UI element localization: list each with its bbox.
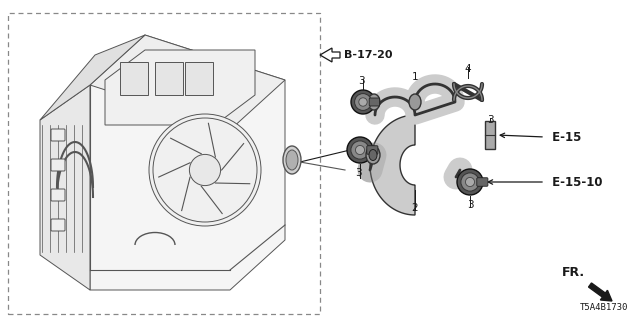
Ellipse shape — [283, 146, 301, 174]
Polygon shape — [40, 85, 90, 290]
Ellipse shape — [369, 149, 377, 161]
Text: 3: 3 — [486, 115, 493, 125]
Polygon shape — [90, 35, 285, 130]
Circle shape — [465, 178, 474, 187]
FancyBboxPatch shape — [485, 121, 495, 149]
Circle shape — [351, 141, 369, 159]
Circle shape — [355, 146, 365, 155]
Text: E-15-10: E-15-10 — [548, 175, 602, 188]
Polygon shape — [320, 48, 340, 62]
FancyBboxPatch shape — [367, 146, 378, 154]
Ellipse shape — [286, 150, 298, 170]
Circle shape — [359, 98, 367, 106]
Polygon shape — [120, 62, 148, 95]
Text: 3: 3 — [355, 168, 362, 178]
FancyBboxPatch shape — [51, 189, 65, 201]
Circle shape — [149, 114, 261, 226]
Circle shape — [351, 90, 375, 114]
Text: 4: 4 — [465, 64, 471, 74]
FancyBboxPatch shape — [477, 178, 488, 186]
FancyBboxPatch shape — [51, 219, 65, 231]
FancyBboxPatch shape — [51, 159, 65, 171]
Text: 3: 3 — [358, 76, 364, 86]
Text: FR.: FR. — [562, 267, 585, 279]
Circle shape — [355, 93, 371, 110]
FancyBboxPatch shape — [51, 129, 65, 141]
Polygon shape — [370, 115, 415, 215]
Polygon shape — [40, 35, 145, 120]
Text: 1: 1 — [412, 72, 419, 82]
Text: E-15: E-15 — [548, 131, 581, 143]
Circle shape — [347, 137, 373, 163]
Text: T5A4B1730: T5A4B1730 — [580, 303, 628, 312]
Ellipse shape — [409, 94, 421, 110]
Circle shape — [457, 169, 483, 195]
Text: 2: 2 — [412, 203, 419, 213]
Polygon shape — [105, 50, 255, 125]
Text: B-17-20: B-17-20 — [344, 50, 392, 60]
Text: 3: 3 — [467, 200, 474, 210]
Ellipse shape — [366, 146, 380, 164]
Ellipse shape — [368, 94, 380, 110]
Circle shape — [189, 155, 221, 186]
Circle shape — [461, 173, 479, 191]
Polygon shape — [155, 62, 183, 95]
Bar — [8, 13, 320, 314]
Polygon shape — [185, 62, 213, 95]
Polygon shape — [90, 35, 285, 290]
FancyBboxPatch shape — [369, 98, 380, 106]
FancyArrow shape — [589, 283, 612, 301]
